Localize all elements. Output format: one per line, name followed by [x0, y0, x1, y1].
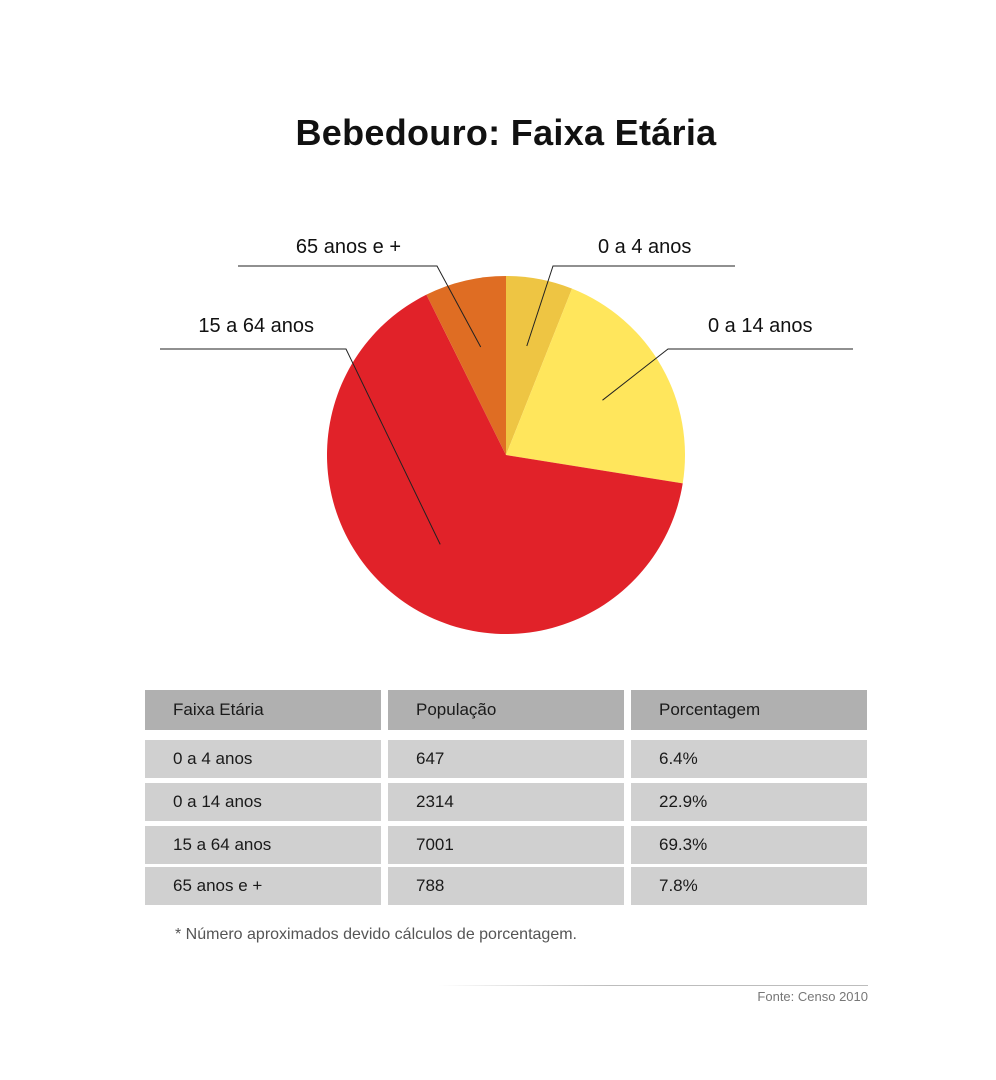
- table-header-faixa: Faixa Etária: [145, 690, 381, 730]
- chart-title: Bebedouro: Faixa Etária: [295, 112, 717, 153]
- table-cell-percentage: 69.3%: [631, 826, 867, 864]
- leader-line: [238, 265, 482, 348]
- table-header-populacao: População: [388, 690, 624, 730]
- pie-chart: 0 a 4 anos 0 a 14 anos 15 a 64 anos 65 anos…: [160, 236, 853, 635]
- table-cell-population: 647: [388, 740, 624, 778]
- source-credit: Fonte: Censo 2010: [757, 989, 868, 1004]
- table-cell-age: 0 a 14 anos: [145, 783, 381, 821]
- leader-line: [602, 348, 853, 401]
- table-cell-age: 0 a 4 anos: [145, 740, 381, 778]
- table-header-porcentagem: Porcentagem: [631, 690, 867, 730]
- table-cell-percentage: 6.4%: [631, 740, 867, 778]
- pie-slice: [506, 275, 573, 455]
- footnote: * Número aproximados devido cálculos de …: [175, 926, 577, 943]
- table-cell-population: 7001: [388, 826, 624, 864]
- table-cell-population: 2314: [388, 783, 624, 821]
- pie-slices: [326, 275, 686, 635]
- leader-line: [160, 348, 441, 545]
- slice-label: 0 a 14 anos: [708, 315, 813, 337]
- pie-slice: [326, 294, 683, 635]
- source-divider: [438, 985, 868, 986]
- table-cell-percentage: 7.8%: [631, 867, 867, 905]
- table-cell-age: 15 a 64 anos: [145, 826, 381, 864]
- table-cell-population: 788: [388, 867, 624, 905]
- table-cell-age: 65 anos e +: [145, 867, 381, 905]
- slice-label: 0 a 4 anos: [598, 236, 691, 258]
- slice-label: 15 a 64 anos: [198, 315, 314, 337]
- leader-line: [526, 265, 735, 347]
- pie-slice: [426, 276, 506, 455]
- table-cell-percentage: 22.9%: [631, 783, 867, 821]
- pie-slice: [506, 288, 686, 484]
- slice-labels: 0 a 4 anos 0 a 14 anos 15 a 64 anos 65 anos…: [198, 236, 812, 337]
- leader-lines: [160, 265, 853, 545]
- slice-label: 65 anos e +: [296, 236, 401, 258]
